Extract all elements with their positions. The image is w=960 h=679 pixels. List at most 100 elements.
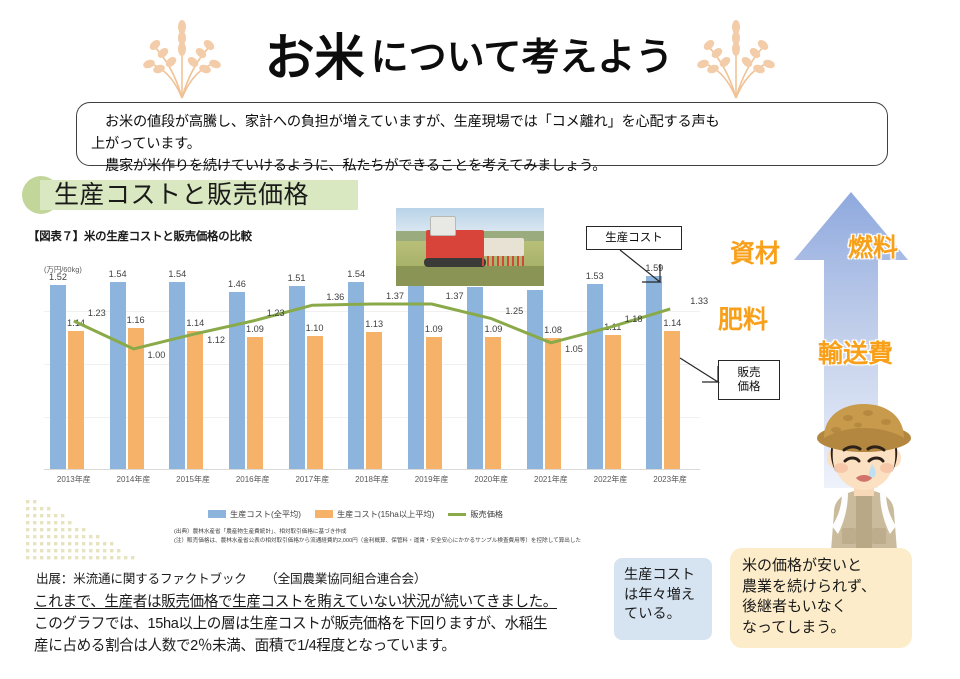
legend-label: 生産コスト(15ha以上平均) [336, 510, 435, 519]
line-value-label: 1.05 [564, 343, 583, 354]
bubble-price-line-1: 米の価格が安いと [742, 557, 863, 574]
bar-value-label: 1.54 [108, 269, 127, 280]
arrow-word-fertilizer: 肥料 [718, 306, 769, 334]
bar-cost-all-average [586, 283, 603, 469]
line-value-label: 1.37 [445, 291, 464, 302]
bubble-price-line-2: 農業を続けられず、 [742, 577, 876, 595]
bubble-cost-line-2: は年々増え [624, 586, 695, 603]
callout-bubble-cost-rising: 生産コスト は年々増え ている。 [614, 558, 712, 640]
intro-text-box: お米の値段が高騰し、家計への負担が増えていますが、生産現場では「コメ離れ」を心配… [76, 102, 888, 174]
chart-legend: 生産コスト(全平均) 生産コスト(15ha以上平均) 販売価格 [208, 506, 638, 522]
x-axis-tick-label: 2020年産 [474, 475, 509, 484]
chart-column-group: 1.53 1.11 [581, 257, 641, 469]
line-value-label: 1.23 [87, 307, 106, 318]
body-line-3: 産に占める割合は人数で2％未満、面積で1/4程度となっています。 [34, 637, 456, 654]
arrow-word-fuel: 燃料 [848, 234, 899, 262]
decorative-dot-pattern [24, 498, 142, 560]
y-axis-unit-label: (万円/60kg) [44, 265, 82, 274]
body-line-2: このグラフでは、15ha以上の層は生産コストが販売価格を下回りますが、水稲生 [34, 615, 548, 632]
bar-cost-15ha-average [425, 336, 442, 469]
legend-item: 生産コスト(15ha以上平均) [314, 508, 435, 520]
bar-value-label: 1.09 [484, 323, 503, 334]
bar-cost-15ha-average [246, 336, 263, 469]
bar-value-label: 1.13 [365, 319, 384, 330]
legend-swatch [208, 510, 226, 518]
chart-column-group: 1.52 1.14 [44, 257, 104, 469]
bar-value-label: 1.53 [585, 270, 604, 281]
rice-stalk-icon [136, 14, 228, 100]
source-line: 出展：米流通に関するファクトブック （全国農業協同組合連合会） [36, 572, 427, 586]
bubble-price-line-3: 後継者もいなく [742, 598, 847, 616]
bar-cost-all-average [348, 282, 365, 469]
bar-cost-all-average [228, 292, 245, 469]
bar-value-label: 1.51 [287, 273, 306, 284]
arrow-word-transport: 輸送費 [818, 340, 894, 368]
line-value-label: 1.18 [624, 314, 643, 325]
rice-stalk-icon [690, 14, 782, 100]
body-text-block: これまで、生産者は販売価格で生産コストを賄えていない状況が続いてきました。 この… [34, 592, 594, 658]
bar-value-label: 1.52 [49, 271, 67, 282]
chart-column-group: 1.521.09 [402, 257, 462, 469]
bar-value-label: 1.46 [227, 279, 246, 290]
x-axis-tick-label: 2019年産 [414, 475, 449, 484]
callout-bubble-low-price: 米の価格が安いと 農業を続けられず、 後継者もいなく なってしまう。 [730, 548, 912, 648]
bar-cost-15ha-average [306, 335, 323, 469]
chart-column-group: 1.481.08 [521, 257, 581, 469]
sad-farmer-illustration [796, 394, 932, 564]
intro-line-3: 農家が米作りを続けていけるように、私たちができることを考えてみましょう。 [91, 158, 607, 174]
legend-label: 販売価格 [470, 510, 504, 519]
chart-column-group: 1.54 1.13 [342, 257, 402, 469]
chart-column-group: 1.46 1.09 [223, 257, 283, 469]
bar-cost-all-average [527, 289, 544, 469]
chart-column-group: 1.501.09 [461, 257, 521, 469]
x-axis-tick-label: 2022年産 [593, 475, 628, 484]
bar-value-label: 1.08 [544, 325, 563, 336]
x-axis-tick-label: 2014年産 [116, 475, 151, 484]
bar-cost-15ha-average [366, 332, 383, 469]
line-value-label: 1.33 [690, 295, 709, 306]
bar-cost-15ha-average [545, 338, 562, 469]
bar-cost-15ha-average [604, 334, 621, 469]
chart-column-group: 1.51 1.10 [283, 257, 343, 469]
body-line-1: これまで、生産者は販売価格で生産コストを賄えていない状況が続いてきました。 [34, 594, 557, 610]
legend-item: 販売価格 [448, 508, 503, 520]
line-value-label: 1.25 [505, 305, 524, 316]
callout-selling-price-line-1: 販売 [737, 366, 761, 379]
bar-value-label: 1.09 [424, 323, 443, 334]
bar-value-label: 1.09 [245, 323, 264, 334]
page-title-main: お米 [264, 30, 365, 86]
chart-source-notes: (出典）農林水産省「農産物生産費統計」、相対取引価格に基づき作成 (注）販売価格… [174, 528, 734, 546]
callout-selling-price: 販売 価格 [718, 360, 780, 400]
bar-value-label: 1.14 [663, 317, 682, 328]
arrow-word-materials: 資材 [730, 240, 781, 268]
rising-cost-arrow [788, 188, 914, 488]
x-axis-tick-label: 2023年産 [653, 475, 688, 484]
bar-cost-15ha-average [664, 330, 681, 469]
chart-column-group: 1.54 1.16 [104, 257, 164, 469]
bar-cost-15ha-average [485, 336, 502, 469]
bar-value-label: 1.16 [126, 315, 145, 326]
bar-cost-all-average [50, 284, 66, 469]
page-header: お米 について考えよう [0, 8, 960, 104]
section-title: 生産コストと販売価格 [54, 181, 310, 209]
harvester-photo [396, 208, 544, 286]
x-axis-tick-label: 2016年産 [235, 475, 270, 484]
x-axis-tick-label: 2013年産 [56, 475, 91, 484]
line-value-label: 1.23 [266, 307, 285, 318]
bar-value-label: 1.10 [305, 322, 324, 333]
bar-cost-15ha-average [127, 328, 144, 469]
bar-cost-all-average [646, 276, 663, 469]
bubble-cost-line-1: 生産コスト [624, 567, 695, 583]
intro-line-2: 上がっています。 [91, 136, 201, 152]
legend-item: 生産コスト(全平均) [208, 508, 301, 520]
legend-swatch [448, 512, 467, 516]
chart-figure: 【図表７】米の生産コストと販売価格の比較 (万円/60kg) 1.52 1.14 1… [28, 228, 708, 544]
bar-value-label: 1.54 [347, 269, 366, 280]
bubble-cost-line-3: ている。 [624, 606, 681, 623]
x-axis-tick-label: 2015年産 [176, 475, 210, 484]
bar-value-label: 1.14 [186, 317, 205, 328]
chart-column-group: 1.54 1.14 [163, 257, 223, 469]
bar-value-label: 1.54 [168, 269, 187, 280]
section-heading-bar [40, 180, 358, 210]
x-axis-tick-label: 2017年産 [295, 475, 330, 484]
